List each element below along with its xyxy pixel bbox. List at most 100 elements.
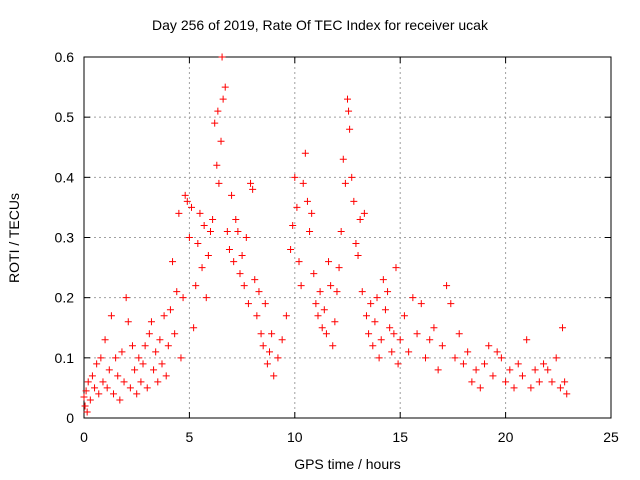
data-point: [548, 378, 556, 386]
data-point: [154, 378, 162, 386]
data-point: [396, 336, 404, 344]
data-point: [139, 360, 147, 368]
data-point: [236, 270, 244, 278]
data-point: [230, 258, 238, 266]
data-point: [99, 378, 107, 386]
data-point: [308, 209, 316, 217]
data-point: [164, 342, 172, 350]
data-point: [344, 95, 351, 103]
data-point: [556, 384, 564, 392]
data-point: [291, 173, 299, 181]
data-point: [133, 390, 141, 398]
data-point: [97, 354, 105, 362]
x-axis-label: GPS time / hours: [294, 456, 401, 472]
data-point: [563, 390, 571, 398]
data-point: [122, 294, 130, 302]
data-point: [481, 360, 489, 368]
data-point: [110, 390, 118, 398]
data-point: [306, 227, 314, 235]
data-point: [489, 372, 497, 380]
data-point: [225, 246, 233, 254]
data-point: [346, 125, 354, 133]
data-point: [287, 246, 295, 254]
data-point: [426, 336, 434, 344]
data-point: [384, 288, 392, 296]
data-point: [371, 318, 379, 326]
data-point: [88, 372, 96, 380]
data-point: [451, 354, 459, 362]
data-point: [200, 221, 208, 229]
data-point: [211, 119, 219, 127]
y-tick-label: 0.4: [55, 169, 75, 185]
x-tick-label: 15: [392, 429, 408, 445]
data-point: [247, 179, 255, 187]
data-point: [345, 107, 353, 115]
data-point: [510, 384, 518, 392]
data-point: [202, 294, 210, 302]
data-point: [150, 366, 158, 374]
data-point: [84, 378, 92, 386]
plot-frame: [83, 56, 612, 419]
x-tick-label: 0: [80, 429, 88, 445]
data-point: [80, 393, 88, 401]
data-point: [447, 300, 455, 308]
data-point: [400, 312, 408, 320]
data-point: [221, 83, 229, 91]
data-point: [531, 366, 539, 374]
data-point: [218, 53, 226, 61]
data-point: [518, 372, 526, 380]
data-point: [350, 197, 358, 205]
data-point: [443, 282, 451, 290]
data-point: [253, 312, 261, 320]
data-point: [468, 378, 476, 386]
data-point: [299, 179, 307, 187]
data-point: [120, 378, 128, 386]
data-point: [169, 258, 177, 266]
data-point: [93, 360, 101, 368]
data-point: [240, 282, 248, 290]
data-point: [365, 330, 373, 338]
y-tick-label: 0.6: [55, 49, 75, 65]
data-point: [362, 312, 370, 320]
data-point: [369, 342, 377, 350]
data-point: [251, 276, 259, 284]
data-point: [128, 342, 136, 350]
data-point: [232, 215, 240, 223]
data-point: [392, 264, 400, 272]
data-point: [421, 354, 429, 362]
data-point: [535, 378, 543, 386]
data-point: [166, 306, 174, 314]
data-point: [188, 203, 196, 211]
data-point: [116, 396, 124, 404]
data-point: [278, 336, 286, 344]
data-point: [244, 300, 252, 308]
data-point: [485, 342, 493, 350]
data-point: [91, 384, 99, 392]
x-tick-label: 20: [498, 429, 514, 445]
data-point: [204, 252, 212, 260]
data-point: [341, 179, 349, 187]
data-point: [179, 294, 187, 302]
chart-title: Day 256 of 2019, Rate Of TEC Index for r…: [152, 17, 488, 33]
data-point: [145, 330, 153, 338]
data-point: [544, 366, 552, 374]
data-point: [95, 390, 103, 398]
data-point: [561, 378, 569, 386]
data-point: [497, 354, 505, 362]
data-point: [295, 258, 303, 266]
data-point: [114, 372, 122, 380]
data-point: [81, 402, 89, 410]
data-point: [234, 227, 242, 235]
data-point: [472, 366, 480, 374]
data-point: [352, 240, 360, 248]
data-point: [409, 294, 417, 302]
data-point: [320, 306, 328, 314]
data-point: [282, 312, 290, 320]
data-point: [367, 300, 375, 308]
x-tick-label: 5: [186, 429, 194, 445]
data-point: [126, 384, 134, 392]
data-point: [390, 330, 398, 338]
data-point: [394, 360, 402, 368]
data-point: [438, 342, 446, 350]
data-point: [559, 324, 567, 332]
